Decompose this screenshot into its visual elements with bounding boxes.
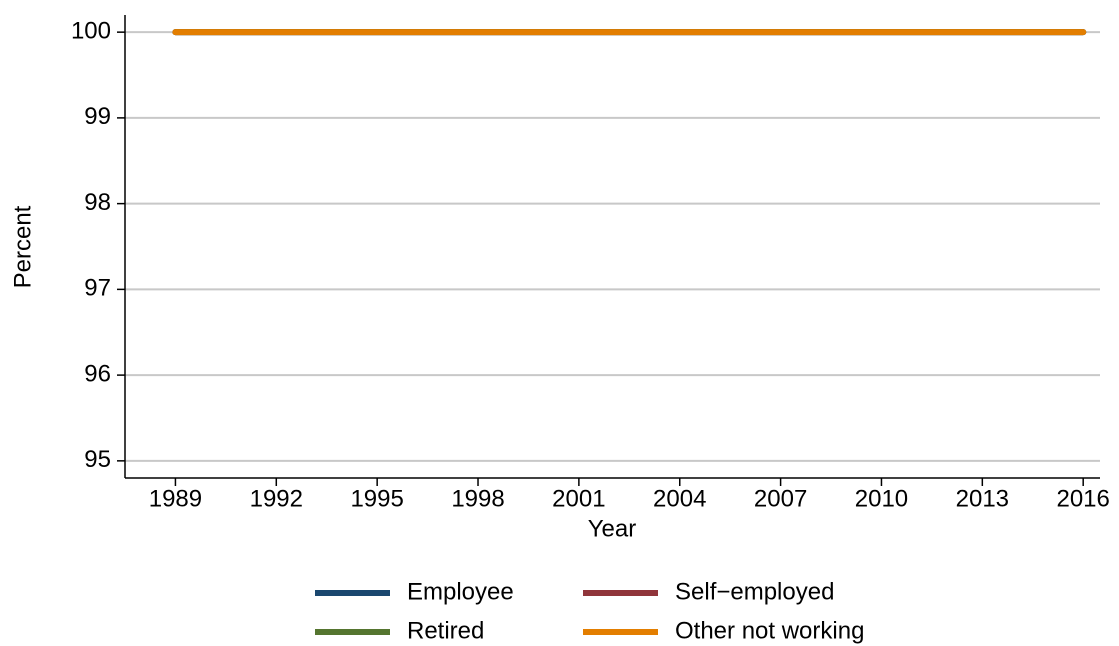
y-tick-label: 97	[84, 275, 111, 302]
x-tick-label: 2013	[956, 485, 1009, 512]
legend-label: Retired	[407, 617, 484, 644]
y-tick-label: 98	[84, 189, 111, 216]
x-tick-label: 1992	[250, 485, 303, 512]
x-axis-label: Year	[588, 515, 637, 542]
y-axis-label: Percent	[9, 205, 36, 288]
y-tick-label: 99	[84, 103, 111, 130]
y-tick-label: 95	[84, 446, 111, 473]
legend-label: Other not working	[675, 617, 864, 644]
x-tick-label: 1998	[451, 485, 504, 512]
y-tick-label: 100	[71, 17, 111, 44]
legend-label: Employee	[407, 578, 514, 605]
x-tick-label: 1995	[350, 485, 403, 512]
x-tick-label: 2001	[552, 485, 605, 512]
x-tick-label: 2007	[754, 485, 807, 512]
x-tick-label: 2016	[1056, 485, 1109, 512]
legend-label: Self−employed	[675, 578, 834, 605]
x-tick-label: 2010	[855, 485, 908, 512]
x-tick-label: 2004	[653, 485, 706, 512]
y-tick-label: 96	[84, 360, 111, 387]
x-tick-label: 1989	[149, 485, 202, 512]
